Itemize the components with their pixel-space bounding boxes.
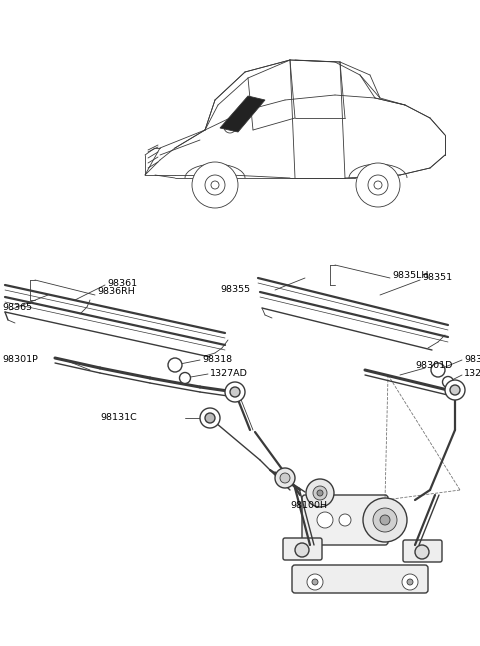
FancyBboxPatch shape bbox=[283, 538, 322, 560]
Circle shape bbox=[339, 514, 351, 526]
Text: 9835LH: 9835LH bbox=[392, 271, 428, 280]
Circle shape bbox=[450, 385, 460, 395]
Circle shape bbox=[312, 579, 318, 585]
Text: 98355: 98355 bbox=[220, 286, 250, 295]
Circle shape bbox=[192, 162, 238, 208]
Circle shape bbox=[407, 579, 413, 585]
Circle shape bbox=[356, 163, 400, 207]
Circle shape bbox=[374, 181, 382, 189]
Circle shape bbox=[313, 486, 327, 500]
Circle shape bbox=[363, 498, 407, 542]
Text: 98365: 98365 bbox=[2, 304, 32, 313]
Text: 98301D: 98301D bbox=[415, 360, 452, 370]
Circle shape bbox=[431, 363, 445, 377]
Circle shape bbox=[445, 380, 465, 400]
Circle shape bbox=[275, 468, 295, 488]
Circle shape bbox=[205, 175, 225, 195]
Circle shape bbox=[168, 358, 182, 372]
Circle shape bbox=[307, 574, 323, 590]
Circle shape bbox=[415, 545, 429, 559]
Circle shape bbox=[402, 574, 418, 590]
Circle shape bbox=[280, 473, 290, 483]
FancyBboxPatch shape bbox=[302, 495, 388, 545]
Polygon shape bbox=[220, 96, 265, 132]
Circle shape bbox=[224, 121, 236, 133]
Circle shape bbox=[373, 508, 397, 532]
Text: 1327AD: 1327AD bbox=[210, 370, 248, 379]
Circle shape bbox=[225, 382, 245, 402]
Circle shape bbox=[295, 543, 309, 557]
Circle shape bbox=[306, 479, 334, 507]
Circle shape bbox=[317, 512, 333, 528]
Text: 9836RH: 9836RH bbox=[97, 287, 135, 297]
Circle shape bbox=[205, 413, 215, 423]
Text: 98301P: 98301P bbox=[2, 355, 38, 364]
Circle shape bbox=[230, 387, 240, 397]
Text: 98100H: 98100H bbox=[290, 501, 327, 510]
Circle shape bbox=[317, 490, 323, 496]
Circle shape bbox=[211, 181, 219, 189]
Text: 1327AD: 1327AD bbox=[464, 368, 480, 377]
FancyBboxPatch shape bbox=[403, 540, 442, 562]
Circle shape bbox=[380, 515, 390, 525]
Circle shape bbox=[200, 408, 220, 428]
Text: 98318: 98318 bbox=[464, 355, 480, 364]
Circle shape bbox=[180, 373, 191, 384]
Text: 98131C: 98131C bbox=[100, 413, 137, 422]
Circle shape bbox=[368, 175, 388, 195]
Text: 98361: 98361 bbox=[107, 278, 137, 287]
FancyBboxPatch shape bbox=[292, 565, 428, 593]
Text: 98318: 98318 bbox=[202, 355, 232, 364]
Text: 98351: 98351 bbox=[422, 273, 452, 282]
Circle shape bbox=[443, 377, 454, 388]
